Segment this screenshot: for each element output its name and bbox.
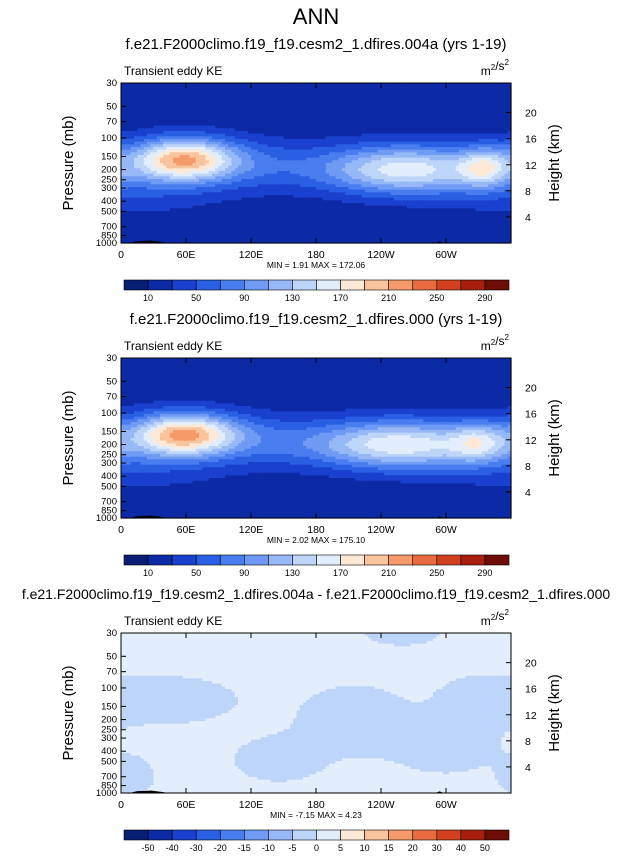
panels: f.e21.F2000climo.f19_f19.cesm2_1.dfires.… (22, 36, 611, 851)
variable-label: Transient eddy KE (124, 64, 222, 78)
page-title: ANN (293, 4, 339, 29)
units-label: m2/s2 (481, 58, 510, 78)
panel-title: f.e21.F2000climo.f19_f19.cesm2_1.dfires.… (125, 36, 506, 53)
panel-1: f.e21.F2000climo.f19_f19.cesm2_1.dfires.… (60, 36, 563, 303)
contour-field (121, 83, 512, 244)
